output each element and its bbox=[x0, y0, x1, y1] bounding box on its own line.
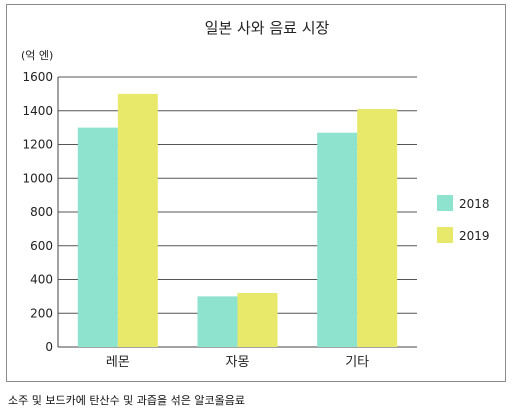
y-tick-label: 400 bbox=[30, 273, 53, 287]
y-tick-label: 600 bbox=[30, 239, 53, 253]
y-tick-labels: 0 200 400 600 800 1000 1200 1400 1600 bbox=[22, 70, 53, 354]
chart-title: 일본 사와 음료 시장 bbox=[205, 19, 330, 37]
bar-2019-2 bbox=[237, 293, 278, 347]
bar-2018-3 bbox=[317, 132, 358, 347]
bars bbox=[77, 93, 398, 347]
y-tick-label: 1600 bbox=[22, 70, 53, 84]
legend: 2018 2019 bbox=[437, 195, 490, 243]
x-tick-label: 기타 bbox=[345, 355, 369, 370]
legend-label-2019: 2019 bbox=[459, 229, 490, 243]
bar-chart: 일본 사와 음료 시장 (억 엔) 0 200 400 600 800 1000 1200 1… bbox=[21, 19, 490, 370]
x-tick-label: 레몬 bbox=[106, 355, 130, 370]
legend-swatch-2019 bbox=[437, 227, 453, 243]
y-tick-label: 800 bbox=[30, 205, 53, 219]
x-tick-label: 자몽 bbox=[226, 355, 250, 370]
bar-2019-3 bbox=[357, 109, 398, 347]
y-tick-label: 1400 bbox=[22, 104, 53, 118]
bar-2018-2 bbox=[197, 296, 238, 347]
bar-2019-1 bbox=[117, 93, 158, 347]
y-axis-unit-label: (억 엔) bbox=[21, 49, 53, 62]
footnote: 소주 및 보드카에 탄산수 및 과즙을 섞은 알코올음료 bbox=[8, 394, 245, 407]
legend-label-2018: 2018 bbox=[459, 197, 490, 211]
legend-swatch-2018 bbox=[437, 195, 453, 211]
y-tick-label: 0 bbox=[45, 340, 53, 354]
y-tick-label: 1000 bbox=[22, 171, 53, 185]
y-tick-label: 200 bbox=[30, 306, 53, 320]
bar-2018-1 bbox=[77, 127, 118, 347]
x-tick-labels: 레몬 자몽 기타 bbox=[106, 355, 369, 370]
y-tick-label: 1200 bbox=[22, 138, 53, 152]
chart-frame: 일본 사와 음료 시장 (억 엔) 0 200 400 600 800 1000 1200 1… bbox=[6, 4, 506, 382]
